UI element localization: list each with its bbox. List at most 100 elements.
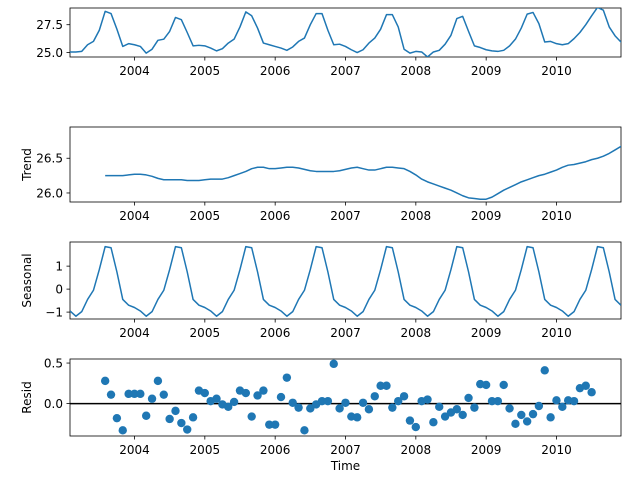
x-tick-label: 2006 [260, 64, 291, 78]
resid-point [229, 397, 239, 407]
y-tick-label: 25.0 [36, 46, 63, 60]
resid-point [323, 396, 333, 406]
x-tick-label: 2004 [119, 443, 150, 457]
resid-point [288, 398, 297, 407]
resid-point [581, 381, 590, 390]
x-tick-label: 2009 [471, 326, 502, 340]
resid-point [481, 380, 491, 390]
x-tick-label: 2005 [190, 326, 221, 340]
x-tick-label: 2009 [471, 443, 502, 457]
x-tick-label: 2006 [260, 326, 291, 340]
resid-point [171, 406, 180, 416]
resid-point [247, 412, 256, 421]
x-tick-label: 2010 [541, 209, 572, 223]
plot-area [70, 245, 621, 317]
x-tick-label: 2004 [119, 209, 150, 223]
series-line [70, 8, 621, 57]
x-tick-label: 2005 [190, 209, 221, 223]
x-tick-label: 2005 [190, 443, 221, 457]
resid-point [335, 404, 344, 413]
seasonal-panel: 2004 2005 2006 2007 2008 2009 2010 −1 0 1 Seasonal [20, 241, 622, 340]
resid-point [528, 409, 538, 419]
y-tick-label: 26.5 [36, 152, 63, 166]
x-tick-label: 2010 [541, 326, 572, 340]
resid-point [124, 389, 133, 399]
resid-point [253, 391, 262, 400]
y-tick-label: 0.0 [44, 397, 63, 411]
x-tick-label: 2010 [541, 443, 572, 457]
resid-point [376, 381, 385, 390]
axes-frame [69, 126, 622, 203]
resid-point [259, 386, 268, 395]
resid-point [100, 376, 110, 386]
resid-point [136, 389, 145, 399]
resid-point [423, 395, 432, 404]
resid-point [147, 394, 157, 403]
resid-point [388, 403, 397, 412]
resid-point [487, 396, 497, 406]
resid-point [499, 380, 508, 390]
resid-point [159, 390, 168, 399]
resid-panel: 2004 2005 2006 2007 2008 2009 2010 0.0 0.5 Resid T… [20, 356, 622, 473]
resid-point [224, 402, 233, 412]
resid-point [212, 394, 221, 403]
resid-point [153, 376, 163, 386]
resid-point [522, 417, 532, 426]
resid-point [440, 412, 450, 421]
resid-point [382, 381, 391, 390]
x-tick-label: 2005 [190, 64, 221, 78]
resid-point [511, 419, 520, 429]
resid-point [329, 359, 338, 369]
series-line [105, 145, 621, 200]
x-tick-label: 2008 [401, 64, 432, 78]
resid-point [294, 403, 303, 412]
resid-point [405, 416, 415, 425]
resid-point [517, 410, 526, 420]
resid-point [118, 426, 127, 435]
resid-point [452, 405, 462, 414]
resid-point [552, 396, 561, 405]
resid-point [341, 398, 350, 407]
resid-point [534, 401, 544, 411]
resid-point [130, 389, 139, 399]
resid-point [587, 388, 596, 397]
resid-point [300, 426, 309, 435]
x-axis-label: Time [330, 459, 360, 473]
resid-point [505, 404, 514, 413]
y-tick-label: 27.5 [36, 18, 63, 32]
x-tick-label: 2007 [330, 209, 361, 223]
resid-point [265, 420, 274, 429]
x-tick-label: 2009 [471, 64, 502, 78]
resid-point [183, 425, 192, 434]
resid-point [394, 396, 403, 406]
y-tick-label: 0 [55, 282, 63, 296]
observed-panel: 2004 2005 2006 2007 2008 2009 2010 25.0 27.5 [36, 7, 622, 78]
x-tick-label: 2008 [401, 209, 432, 223]
resid-point [470, 403, 479, 412]
resid-point [493, 396, 503, 406]
x-tick-label: 2008 [401, 443, 432, 457]
resid-point [569, 396, 579, 406]
resid-point [352, 413, 362, 422]
plot-area [70, 359, 621, 435]
y-tick-label: 26.0 [36, 186, 63, 200]
resid-point [411, 422, 420, 432]
y-tick-label: −1 [45, 305, 63, 319]
resid-point [358, 398, 368, 407]
resid-point [200, 388, 209, 398]
resid-point [546, 413, 555, 422]
resid-point [458, 410, 467, 420]
resid-point [429, 418, 438, 427]
resid-point [241, 388, 251, 398]
y-axis-label: Resid [20, 381, 34, 413]
x-tick-label: 2007 [330, 326, 361, 340]
resid-point [282, 373, 292, 382]
series-line [70, 245, 621, 317]
x-tick-label: 2004 [119, 64, 150, 78]
resid-point [540, 366, 549, 375]
y-tick-label: 0.5 [44, 356, 63, 370]
x-tick-label: 2009 [471, 209, 502, 223]
resid-point [364, 405, 374, 414]
x-tick-label: 2006 [260, 443, 291, 457]
